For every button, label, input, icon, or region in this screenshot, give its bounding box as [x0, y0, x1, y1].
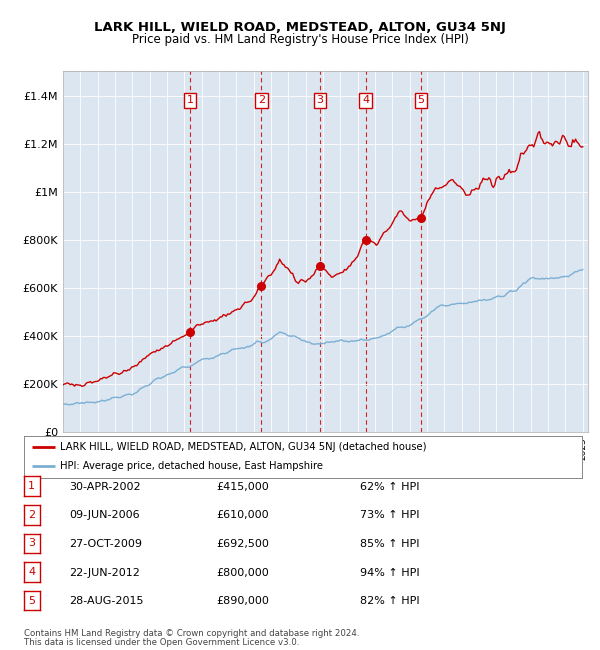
Text: 5: 5: [28, 595, 35, 606]
Text: 73% ↑ HPI: 73% ↑ HPI: [360, 510, 419, 521]
Text: 1: 1: [187, 96, 194, 105]
Text: 3: 3: [28, 538, 35, 549]
Text: 94% ↑ HPI: 94% ↑ HPI: [360, 567, 419, 578]
Text: 85% ↑ HPI: 85% ↑ HPI: [360, 539, 419, 549]
Text: HPI: Average price, detached house, East Hampshire: HPI: Average price, detached house, East…: [60, 462, 323, 471]
Text: 3: 3: [316, 96, 323, 105]
Text: 22-JUN-2012: 22-JUN-2012: [69, 567, 140, 578]
Text: 62% ↑ HPI: 62% ↑ HPI: [360, 482, 419, 492]
Text: 2: 2: [257, 96, 265, 105]
Text: 09-JUN-2006: 09-JUN-2006: [69, 510, 140, 521]
Text: 5: 5: [418, 96, 424, 105]
Text: LARK HILL, WIELD ROAD, MEDSTEAD, ALTON, GU34 5NJ (detached house): LARK HILL, WIELD ROAD, MEDSTEAD, ALTON, …: [60, 442, 427, 452]
Text: 82% ↑ HPI: 82% ↑ HPI: [360, 596, 419, 606]
Text: 27-OCT-2009: 27-OCT-2009: [69, 539, 142, 549]
Text: Price paid vs. HM Land Registry's House Price Index (HPI): Price paid vs. HM Land Registry's House …: [131, 32, 469, 46]
Text: This data is licensed under the Open Government Licence v3.0.: This data is licensed under the Open Gov…: [24, 638, 299, 647]
Text: £890,000: £890,000: [216, 596, 269, 606]
Text: £415,000: £415,000: [216, 482, 269, 492]
Text: £800,000: £800,000: [216, 567, 269, 578]
Text: 1: 1: [28, 481, 35, 491]
Text: £692,500: £692,500: [216, 539, 269, 549]
Text: 4: 4: [28, 567, 35, 577]
Text: LARK HILL, WIELD ROAD, MEDSTEAD, ALTON, GU34 5NJ: LARK HILL, WIELD ROAD, MEDSTEAD, ALTON, …: [94, 21, 506, 34]
Text: £610,000: £610,000: [216, 510, 269, 521]
Text: 30-APR-2002: 30-APR-2002: [69, 482, 140, 492]
Text: 28-AUG-2015: 28-AUG-2015: [69, 596, 143, 606]
Text: Contains HM Land Registry data © Crown copyright and database right 2024.: Contains HM Land Registry data © Crown c…: [24, 629, 359, 638]
Text: 2: 2: [28, 510, 35, 520]
Text: 4: 4: [362, 96, 369, 105]
